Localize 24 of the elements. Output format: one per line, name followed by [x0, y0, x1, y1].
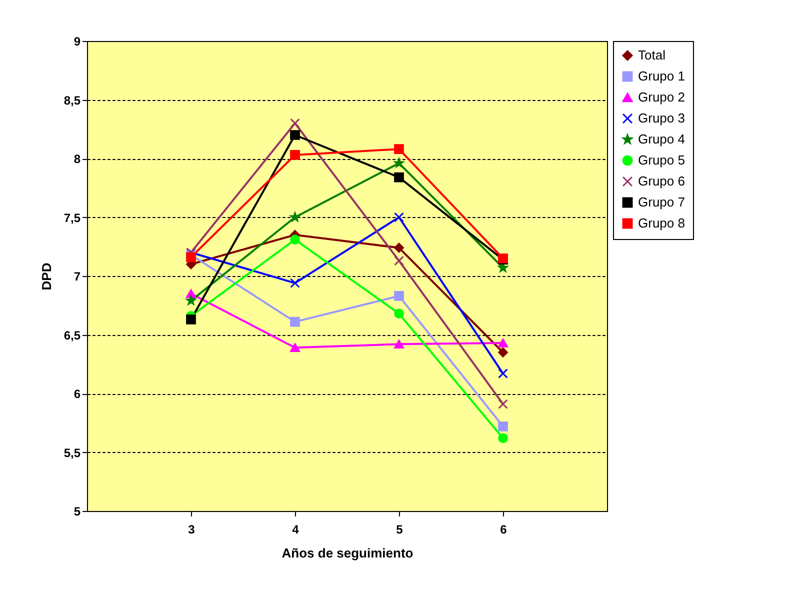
x-tick-label: 5	[396, 522, 404, 536]
x-tick-label: 4	[292, 522, 300, 536]
y-tick-label: 6	[74, 387, 81, 401]
legend-label: Grupo 4	[638, 132, 685, 146]
y-axis-title: DPD	[38, 262, 54, 290]
legend-label: Grupo 1	[638, 68, 685, 84]
y-tick-label: 9	[74, 34, 81, 48]
legend-label: Grupo 3	[638, 110, 685, 126]
legend-label: Grupo 2	[638, 90, 685, 104]
legend-label: Grupo 8	[638, 216, 685, 230]
legend-label: Grupo 7	[638, 194, 685, 210]
y-tick-label: 7	[74, 270, 81, 284]
legend-label: Grupo 6	[638, 174, 685, 188]
y-tick-label: 5,5	[64, 446, 81, 460]
y-tick-label: 8	[74, 152, 81, 166]
legend-label: Total	[638, 48, 666, 62]
y-tick-label: 8,5	[64, 93, 81, 108]
y-tick-label: 5	[74, 504, 81, 518]
y-tick-label: 6,5	[64, 328, 81, 342]
x-tick-label: 6	[500, 522, 508, 536]
x-tick-label: 3	[188, 522, 196, 536]
x-axis-title: Años de seguimiento	[282, 546, 414, 560]
legend-label: Grupo 5	[638, 152, 685, 168]
y-tick-label: 7,5	[64, 210, 81, 225]
